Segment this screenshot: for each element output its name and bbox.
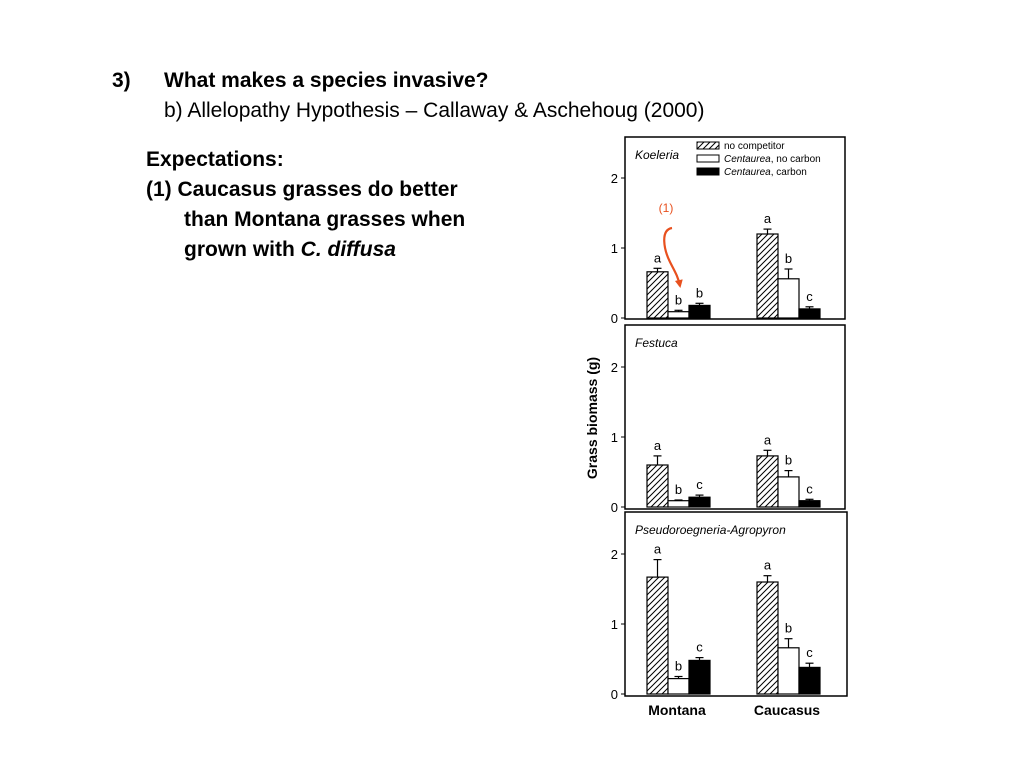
legend-entry: no competitor: [724, 141, 785, 152]
bar: [688, 496, 711, 508]
y-tick-label: 1: [611, 617, 618, 632]
bar: [667, 311, 690, 319]
heading-number: 3): [112, 69, 131, 92]
significance-letter: c: [806, 481, 813, 496]
y-tick-label: 1: [611, 430, 618, 445]
bar: [646, 464, 669, 508]
significance-letter: c: [696, 640, 703, 655]
bar: [667, 677, 690, 695]
significance-letter: b: [785, 453, 792, 468]
significance-letter: a: [654, 438, 662, 453]
panel-title: Pseudoroegneria-Agropyron: [635, 523, 786, 537]
bar: [777, 278, 800, 319]
slide-heading: 3) What makes a species invasive?: [112, 68, 489, 94]
panel-frame: [624, 511, 848, 697]
y-tick-label: 0: [611, 311, 618, 326]
panel-frame: [624, 324, 846, 510]
y-tick-label: 2: [611, 171, 618, 186]
significance-letter: c: [806, 645, 813, 660]
panel-title: Festuca: [635, 336, 678, 350]
bar: [667, 500, 690, 508]
bar: [777, 476, 800, 508]
significance-letter: a: [654, 250, 662, 265]
expectation-1-line3: grown with C. diffusa: [146, 235, 465, 265]
bar: [798, 500, 821, 508]
bar: [756, 455, 779, 508]
bar: [777, 647, 800, 695]
bar: [756, 581, 779, 695]
y-axis-label: Grass biomass (g): [584, 357, 600, 479]
bar: [688, 304, 711, 319]
annotation-label: (1): [659, 201, 674, 215]
slide-subheading: b) Allelopathy Hypothesis – Callaway & A…: [164, 99, 705, 122]
x-category-caucasus: Caucasus: [754, 702, 820, 718]
significance-letter: b: [675, 659, 682, 674]
significance-letter: c: [806, 289, 813, 304]
legend-swatch: [696, 141, 720, 150]
legend-entry: Centaurea, no carbon: [724, 154, 821, 165]
significance-letter: c: [696, 477, 703, 492]
legend-swatch: [696, 167, 720, 176]
expectation-1-line2: than Montana grasses when: [184, 208, 466, 231]
significance-letter: a: [654, 542, 662, 557]
y-tick-label: 0: [611, 687, 618, 702]
species-name: C. diffusa: [300, 238, 396, 261]
significance-letter: b: [696, 285, 703, 300]
significance-letter: a: [764, 211, 772, 226]
bar: [646, 271, 669, 319]
significance-letter: b: [675, 482, 682, 497]
expectation-1-line1: (1) Caucasus grasses do better: [146, 178, 458, 201]
x-category-montana: Montana: [648, 702, 706, 718]
significance-letter: b: [675, 292, 682, 307]
legend-entry: Centaurea, carbon: [724, 167, 807, 178]
significance-letter: b: [785, 621, 792, 636]
legend-swatch: [696, 154, 720, 163]
expectations-title: Expectations:: [146, 148, 284, 171]
y-tick-label: 1: [611, 241, 618, 256]
significance-letter: a: [764, 558, 772, 573]
y-tick-label: 2: [611, 547, 618, 562]
bar: [646, 576, 669, 695]
y-tick-label: 0: [611, 500, 618, 515]
panel-frame: [624, 136, 846, 320]
bar: [756, 233, 779, 319]
expectations-block: Expectations: (1) Caucasus grasses do be…: [146, 145, 465, 265]
significance-letter: a: [764, 432, 772, 447]
bar: [688, 659, 711, 695]
bar: [798, 308, 821, 319]
expectation-1-line3-prefix: grown with: [184, 238, 301, 261]
bar: [798, 666, 821, 695]
heading-text: What makes a species invasive?: [164, 69, 489, 92]
y-tick-label: 2: [611, 360, 618, 375]
annotation-arrow: [663, 226, 683, 288]
significance-letter: b: [785, 251, 792, 266]
panel-title: Koeleria: [635, 148, 679, 162]
